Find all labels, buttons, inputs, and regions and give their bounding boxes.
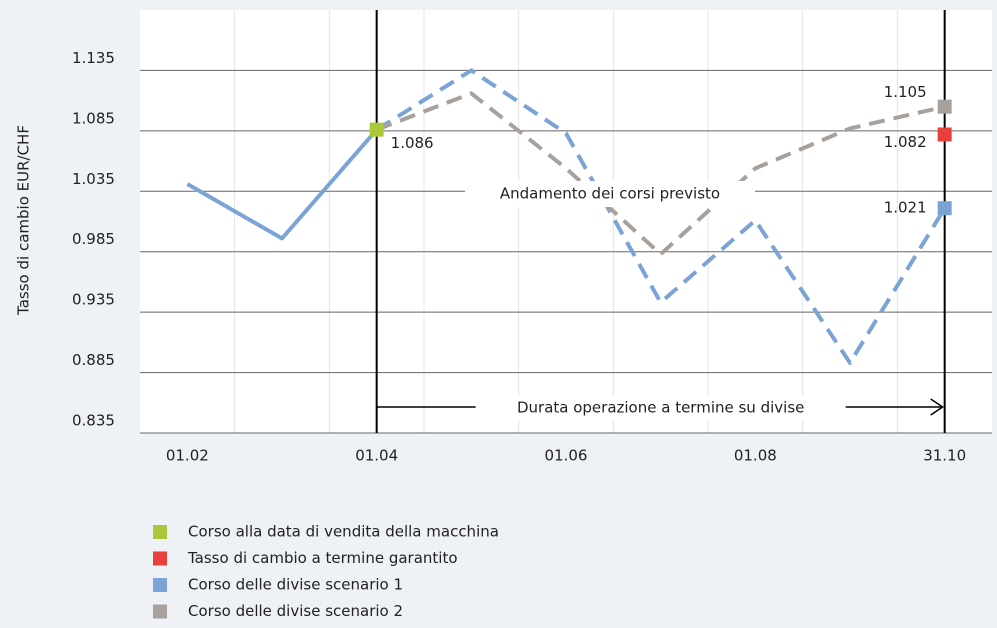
period-label: Durata operazione a termine su divise [517, 399, 804, 417]
legend-swatch [153, 551, 167, 566]
legend-swatch [153, 604, 167, 619]
y-tick-label: 1.135 [72, 49, 115, 67]
value-label: 1.082 [884, 133, 927, 151]
period-label-bg [475, 396, 846, 420]
x-tick-label: 01.08 [734, 447, 777, 465]
marker [369, 122, 384, 137]
forecast-line [375, 91, 946, 257]
y-axis-label: Tasso di cambio EUR/CHF [15, 125, 33, 316]
y-tick-label: 1.085 [72, 109, 115, 127]
forecast-line [375, 68, 947, 365]
plot-area [140, 10, 992, 433]
marker [937, 201, 952, 216]
legend-swatch [153, 525, 167, 539]
y-tick-label: 1.035 [72, 170, 115, 188]
marker [937, 99, 952, 114]
legend-label: Corso delle divise scenario 2 [188, 602, 403, 620]
x-tick-label: 01.04 [355, 447, 398, 465]
legend-label: Corso delle divise scenario 1 [188, 576, 403, 594]
annotation: Andamento dei corsi previsto [500, 185, 720, 203]
marker [937, 127, 952, 142]
value-label: 1.021 [884, 199, 927, 217]
value-label: 1.086 [391, 134, 434, 152]
annotation-bg [465, 181, 755, 207]
y-tick-label: 0.885 [72, 351, 115, 369]
legend-label: Corso alla data di vendita della macchin… [188, 523, 499, 541]
legend-swatch [153, 578, 167, 592]
legend-label: Tasso di cambio a termine garantito [187, 549, 458, 567]
x-tick-label: 01.02 [166, 447, 209, 465]
x-tick-label: 01.06 [545, 447, 588, 465]
y-tick-label: 0.935 [72, 291, 115, 309]
value-label: 1.105 [884, 83, 927, 101]
x-tick-label: 31.10 [923, 447, 966, 465]
arrow-head [930, 398, 945, 416]
history-line [186, 128, 379, 241]
y-tick-label: 0.835 [72, 412, 115, 430]
y-tick-label: 0.985 [72, 230, 115, 248]
